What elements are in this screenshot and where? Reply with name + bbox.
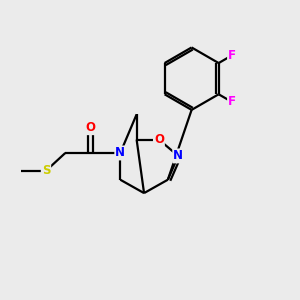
Text: S: S [42,164,50,177]
Text: O: O [154,133,164,146]
Text: N: N [115,146,125,160]
Text: N: N [173,149,183,162]
Text: O: O [85,121,96,134]
Text: F: F [228,95,236,109]
Text: F: F [228,49,236,62]
